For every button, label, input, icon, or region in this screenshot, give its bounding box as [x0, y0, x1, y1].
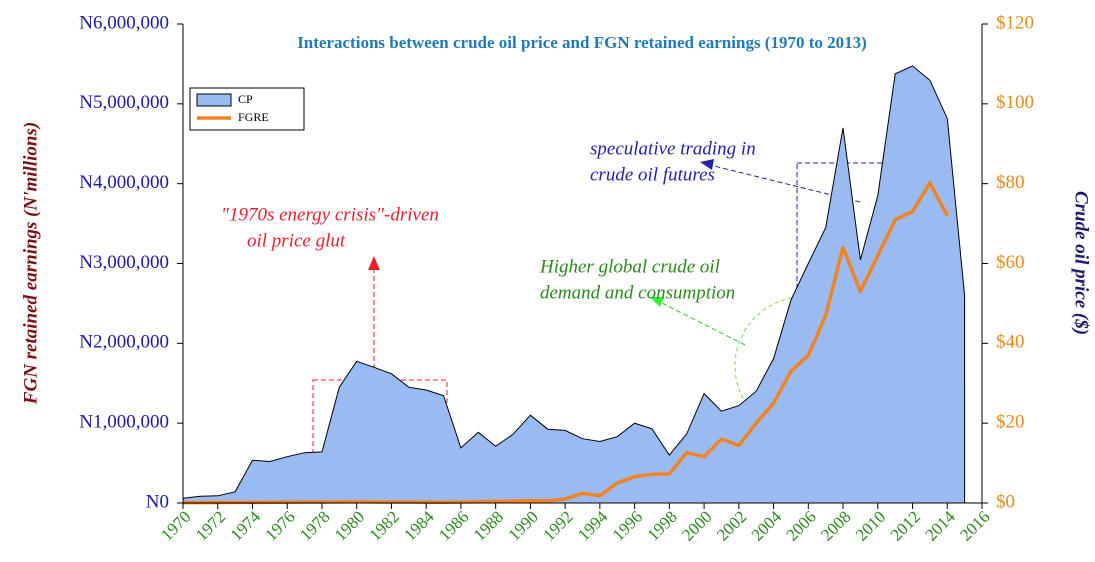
- y2-tick-label: $40: [996, 332, 1025, 353]
- x-tick-label: 1986: [435, 507, 472, 544]
- x-tick-label: 2014: [921, 507, 959, 545]
- y2-tick-label: $60: [996, 252, 1025, 273]
- y-tick-label: N4,000,000: [79, 172, 169, 193]
- annotation: "1970s energy crisis"-driven: [221, 204, 439, 225]
- x-tick-label: 1992: [539, 507, 576, 544]
- annotation: demand and consumption: [540, 282, 735, 303]
- x-tick-label: 1974: [227, 507, 265, 545]
- x-tick-label: 2010: [852, 507, 889, 544]
- y2-tick-label: $0: [996, 491, 1015, 512]
- x-tick-label: 1976: [261, 507, 298, 544]
- chart-title: Interactions between crude oil price and…: [297, 33, 867, 52]
- x-tick-label: 2004: [748, 507, 786, 545]
- x-tick-label: 1980: [331, 507, 368, 544]
- y-tick-label: N2,000,000: [79, 332, 169, 353]
- x-tick-label: 2006: [782, 507, 819, 544]
- annotation: crude oil futures: [590, 164, 715, 185]
- arrow-head: [368, 256, 380, 270]
- y2-tick-label: $80: [996, 172, 1025, 193]
- annotation: oil price glut: [247, 230, 346, 251]
- line: [183, 181, 949, 505]
- annotation: speculative trading in: [590, 138, 756, 159]
- x-tick-label: 1982: [366, 507, 403, 544]
- legend-label: CP: [238, 92, 253, 106]
- x-tick-label: 1970: [157, 507, 194, 544]
- y-axis-label: FGN retained earnings (N'millions): [20, 122, 41, 405]
- arrow-head: [700, 159, 714, 170]
- y2-axis-label: Crude oil price ($): [1071, 191, 1092, 335]
- x-tick-label: 1988: [470, 507, 507, 544]
- annotation: Higher global crude oil: [539, 256, 720, 277]
- y-tick-label: N1,000,000: [79, 412, 169, 433]
- legend-label: FGRE: [238, 110, 269, 124]
- x-tick-label: 1990: [505, 507, 542, 544]
- x-tick-label: 2002: [713, 507, 750, 544]
- x-tick-label: 2000: [678, 507, 715, 544]
- x-tick-label: 1998: [643, 507, 680, 544]
- y2-tick-label: $100: [996, 92, 1034, 113]
- x-tick-label: 1984: [400, 507, 438, 545]
- y-tick-label: N0: [146, 491, 169, 512]
- x-tick-label: 1978: [296, 507, 333, 544]
- x-tick-label: 1996: [609, 507, 646, 544]
- area: [182, 65, 966, 504]
- arrow-head: [650, 297, 664, 307]
- x-tick-label: 2012: [887, 507, 924, 544]
- y-tick-label: N3,000,000: [79, 252, 169, 273]
- x-tick-label: 2008: [817, 507, 854, 544]
- y-tick-label: N6,000,000: [79, 12, 169, 33]
- y2-tick-label: $120: [996, 12, 1034, 33]
- legend-swatch: [196, 93, 232, 107]
- y2-tick-label: $20: [996, 412, 1025, 433]
- y-tick-label: N5,000,000: [79, 92, 169, 113]
- x-tick-label: 1972: [192, 507, 229, 544]
- x-tick-label: 1994: [574, 507, 612, 545]
- annotation-arrow: [659, 301, 746, 346]
- x-tick-label: 2016: [956, 507, 993, 544]
